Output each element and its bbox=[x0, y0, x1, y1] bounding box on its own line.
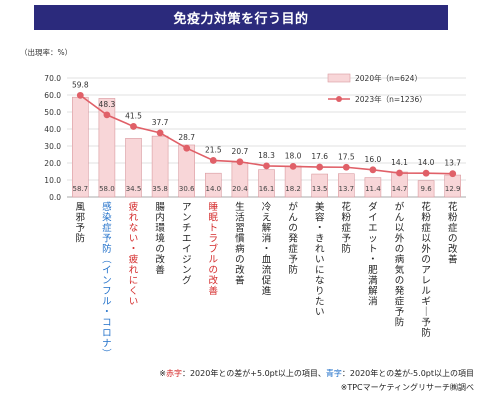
line-point bbox=[76, 91, 84, 99]
x-tick-label: 風邪予防 bbox=[76, 202, 86, 245]
line-point bbox=[342, 163, 350, 171]
footnote-color-legend: ※赤字：2020年との差が+5.0pt以上の項目、青字：2020年との差が-5.… bbox=[159, 368, 474, 379]
bar bbox=[98, 98, 116, 198]
line-value-label: 18.3 bbox=[258, 151, 275, 160]
x-tick-label: 冷え解消・血流促進 bbox=[262, 201, 272, 297]
footnote-blue-word: 青字 bbox=[325, 369, 342, 378]
line-value-label: 28.7 bbox=[178, 133, 195, 142]
line-value-label: 41.5 bbox=[125, 111, 142, 120]
y-tick-label: 30.0 bbox=[44, 142, 61, 151]
line-point bbox=[263, 162, 270, 170]
bar-value-label: 12.9 bbox=[445, 185, 461, 193]
line-value-label: 48.3 bbox=[99, 100, 116, 109]
x-tick-label: アンチエイジング bbox=[182, 202, 192, 287]
line-point bbox=[130, 123, 137, 130]
bar bbox=[311, 173, 329, 198]
footnote-mid: ：2020年との差が+5.0pt以上の項目、 bbox=[181, 369, 326, 378]
x-tick-label: 疲れない・疲れにくい bbox=[129, 201, 139, 308]
line-value-label: 59.8 bbox=[72, 80, 89, 89]
bar-line-chart: （出現率：%） 0.0 10.0 20.0 30.0 40.0 50.0 60.0 70.0 58… bbox=[20, 47, 466, 360]
line-point bbox=[236, 158, 244, 166]
y-tick-label: 20.0 bbox=[44, 159, 61, 168]
bar-value-label: 18.2 bbox=[285, 185, 301, 193]
bar bbox=[205, 172, 222, 198]
line-point bbox=[449, 170, 457, 178]
x-tick-label: がんの発症予防 bbox=[288, 201, 298, 276]
line-value-label: 14.0 bbox=[418, 158, 435, 167]
line-point bbox=[396, 169, 403, 177]
x-tick-label: ダイエット・肥満解消 bbox=[368, 201, 378, 308]
legend-label-2020: 2020年（n=624） bbox=[355, 73, 422, 83]
y-tick-label: 60.0 bbox=[44, 91, 61, 100]
y-tick-label: 0.0 bbox=[49, 193, 61, 202]
footnote-suffix: ：2020年との差が-5.0pt以上の項目 bbox=[341, 369, 474, 378]
y-tick-label: 50.0 bbox=[44, 108, 61, 117]
line-point bbox=[422, 169, 430, 177]
bar-value-label: 9.6 bbox=[421, 185, 433, 193]
bar bbox=[258, 169, 275, 198]
y-tick-label: 70.0 bbox=[44, 74, 61, 83]
bar-value-label: 30.6 bbox=[179, 185, 195, 193]
bar-value-label: 34.5 bbox=[126, 185, 142, 193]
line-value-label: 14.1 bbox=[391, 158, 408, 167]
line-value-label: 37.7 bbox=[152, 118, 169, 127]
bar-value-label: 13.5 bbox=[312, 185, 328, 193]
line-value-label: 21.5 bbox=[205, 145, 222, 154]
bar-value-label: 14.7 bbox=[392, 185, 408, 193]
bar-value-label: 58.0 bbox=[99, 185, 115, 193]
line-point bbox=[183, 144, 191, 152]
bar-value-label: 13.7 bbox=[339, 185, 355, 193]
bar bbox=[72, 96, 89, 198]
y-unit-label: （出現率：%） bbox=[20, 47, 72, 57]
line-point bbox=[156, 129, 164, 137]
y-tick-label: 40.0 bbox=[44, 125, 61, 134]
x-tick-label: 美容・きれいになりたい bbox=[315, 201, 325, 318]
line-value-label: 16.0 bbox=[365, 155, 382, 164]
line-point bbox=[369, 166, 377, 174]
legend-label-2023: 2023年（n=1236） bbox=[355, 94, 427, 104]
x-tick-label: 花粉症予防 bbox=[342, 201, 352, 255]
x-tick-label: 腸内環境の改善 bbox=[155, 202, 165, 276]
legend-swatch-bar bbox=[327, 73, 351, 83]
x-tick-label: 感染症予防︵インフル・コロナ︶ bbox=[102, 201, 112, 360]
chart-title: 免疫力対策を行う目的 bbox=[34, 5, 448, 30]
x-tick-label: がん以外の病気の発症予防 bbox=[395, 201, 405, 329]
line-value-label: 18.0 bbox=[285, 151, 302, 160]
line-value-label: 17.5 bbox=[338, 152, 355, 161]
line-value-label: 20.7 bbox=[232, 147, 249, 156]
bar bbox=[364, 177, 382, 198]
x-tick-label: 花粉症の改善 bbox=[448, 201, 458, 266]
bar-value-label: 35.8 bbox=[152, 185, 168, 193]
line-point bbox=[289, 163, 297, 170]
bar bbox=[417, 180, 435, 198]
bar bbox=[337, 173, 355, 198]
bar-value-label: 20.4 bbox=[232, 185, 248, 193]
line-point bbox=[103, 111, 111, 119]
footnote-prefix: ※ bbox=[159, 369, 166, 378]
bar-value-label: 16.1 bbox=[259, 185, 275, 193]
x-tick-label: 花粉症以外のアレルギ｜予防 bbox=[421, 201, 431, 339]
bar-value-label: 14.0 bbox=[206, 185, 222, 193]
footnote-source: ※TPCマーケティングリサーチ㈱調べ bbox=[340, 383, 474, 392]
line-value-label: 17.6 bbox=[311, 152, 328, 161]
line-point bbox=[209, 157, 217, 164]
bar bbox=[125, 138, 142, 198]
x-tick-label: 睡眠トラブルの改善 bbox=[209, 201, 219, 297]
footnote-red-word: 赤字 bbox=[165, 369, 182, 378]
y-tick-label: 10.0 bbox=[44, 176, 61, 185]
x-tick-label: 生活習慣病の改善 bbox=[235, 201, 245, 287]
bar-value-label: 11.4 bbox=[365, 185, 381, 193]
legend-swatch-marker bbox=[336, 96, 342, 102]
line-value-label: 13.7 bbox=[444, 159, 461, 168]
line-point bbox=[316, 163, 324, 171]
bar-value-label: 58.7 bbox=[73, 185, 89, 193]
